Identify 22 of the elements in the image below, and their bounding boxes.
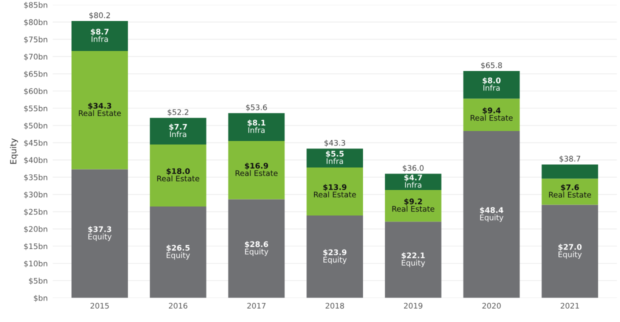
bar <box>228 113 285 141</box>
bar <box>542 204 598 298</box>
bar <box>306 215 364 298</box>
bar <box>384 174 442 190</box>
bar <box>150 118 206 144</box>
bar <box>228 199 285 298</box>
bar <box>542 164 598 179</box>
bar <box>228 141 285 200</box>
bar <box>463 71 520 99</box>
bar <box>463 98 520 131</box>
bar <box>306 148 364 168</box>
bar <box>72 21 128 52</box>
bar <box>72 169 128 298</box>
bar <box>72 51 128 170</box>
bar <box>542 178 598 205</box>
bar <box>306 168 364 216</box>
bar <box>384 222 442 298</box>
bar <box>384 190 442 222</box>
bar <box>150 144 206 206</box>
y-axis-title: Equity <box>10 138 18 164</box>
bar <box>150 206 206 298</box>
bar <box>463 131 520 298</box>
